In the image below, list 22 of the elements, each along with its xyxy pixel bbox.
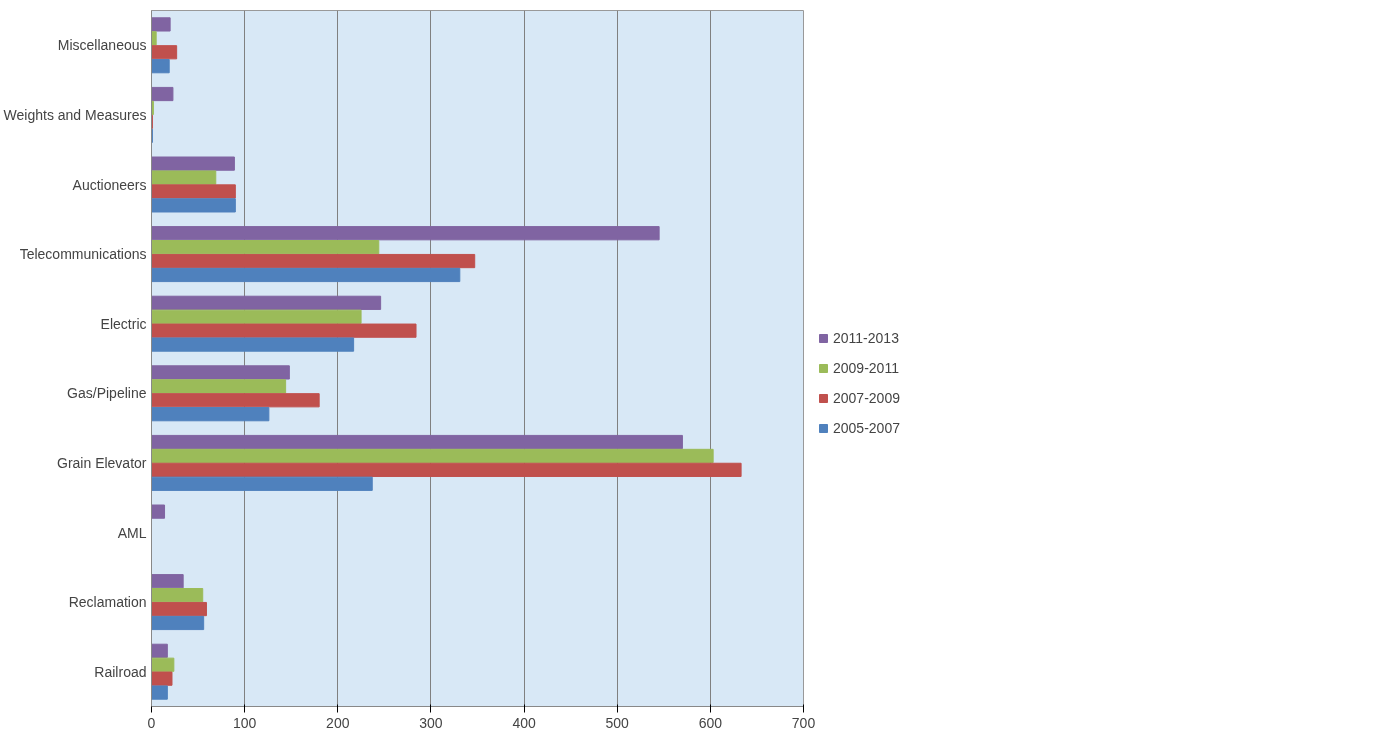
- y-tick-label: Grain Elevator: [57, 454, 147, 471]
- y-tick-label: AML: [117, 524, 147, 541]
- legend-label: 2007-2009: [833, 390, 900, 406]
- x-tick-label: 0: [147, 714, 156, 731]
- legend-label: 2011-2013: [833, 330, 899, 346]
- x-tick-label: 400: [512, 714, 536, 731]
- y-tick-label: Telecommunications: [19, 246, 147, 263]
- y-tick-label: Electric: [100, 315, 147, 332]
- x-tick-label: 300: [419, 714, 443, 731]
- y-tick-label: Reclamation: [68, 594, 147, 611]
- y-tick-label: Gas/Pipeline: [67, 385, 147, 402]
- legend-label: 2009-2011: [833, 360, 899, 376]
- y-tick-label: Auctioneers: [72, 176, 147, 193]
- x-tick-label: 200: [326, 714, 350, 731]
- x-tick-label: 700: [791, 714, 816, 731]
- x-tick-label: 100: [232, 714, 257, 731]
- legend-label: 2005-2007: [833, 420, 900, 436]
- y-tick-label: Weights and Measures: [3, 106, 147, 123]
- y-tick-label: Railroad: [94, 663, 147, 680]
- x-tick-label: 600: [698, 714, 723, 731]
- x-tick-label: 500: [605, 714, 630, 731]
- y-tick-label: Miscellaneous: [57, 37, 147, 54]
